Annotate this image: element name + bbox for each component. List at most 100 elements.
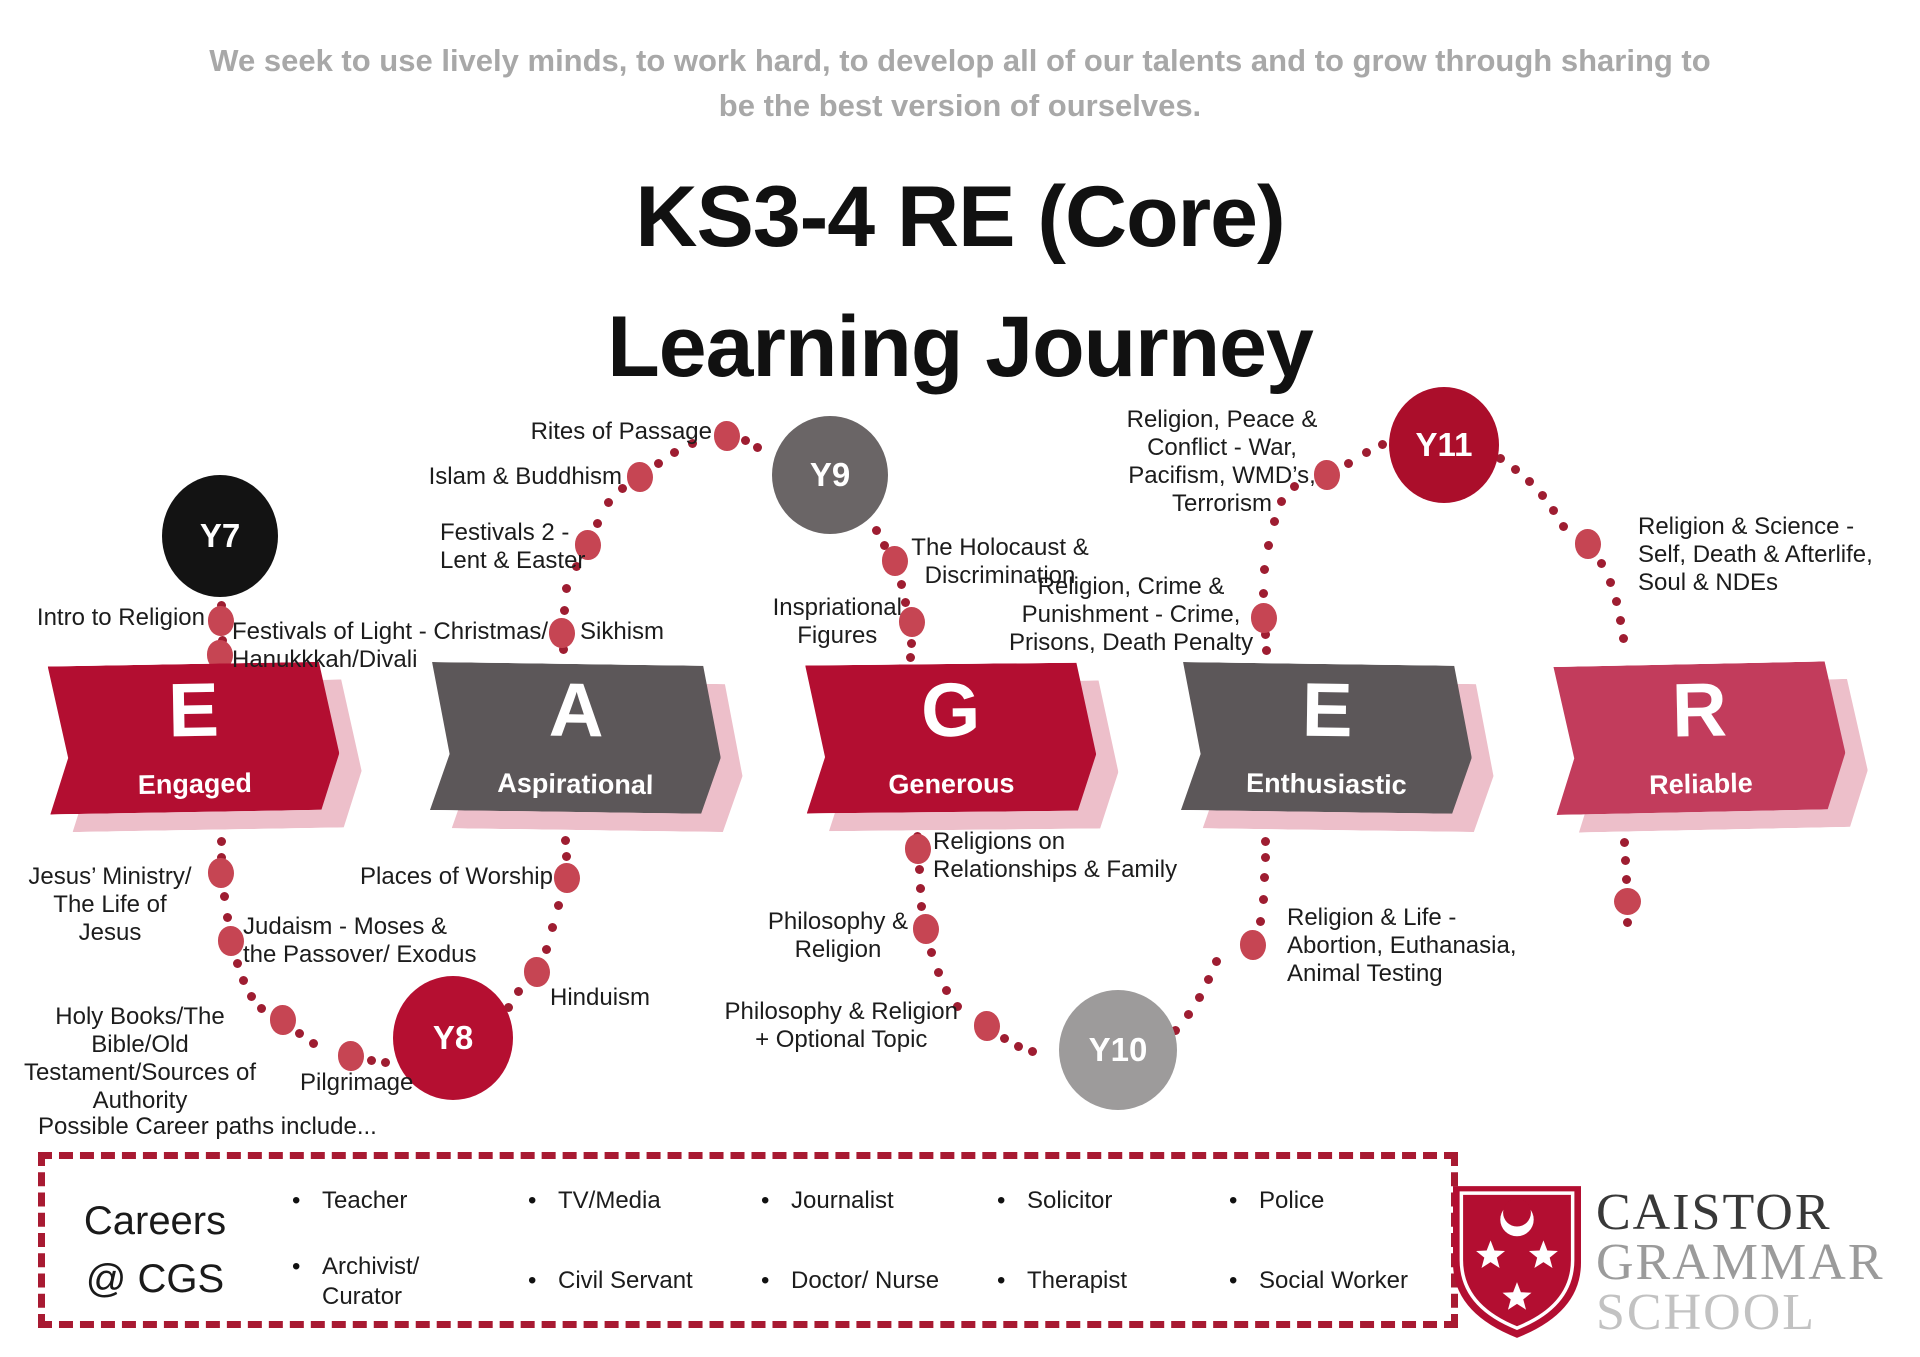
career-item: • Journalist <box>761 1186 894 1216</box>
path-dot <box>1558 521 1568 531</box>
path-dot <box>1027 1046 1037 1056</box>
bullet-icon: • <box>761 1187 770 1214</box>
bullet-icon: • <box>292 1253 301 1280</box>
path-dot <box>1377 439 1387 449</box>
topic-festivals-of-light: Festivals of Light - Christmas/ Hanukkka… <box>232 618 549 673</box>
path-dot <box>337 1041 364 1071</box>
path-dot <box>905 652 915 662</box>
banner-letter: G <box>920 667 981 754</box>
path-dot <box>941 985 951 995</box>
banner-engaged-ribbon: E Engaged <box>48 661 341 814</box>
school-name-line3: SCHOOL <box>1596 1284 1817 1341</box>
banner-enthusiastic: E Enthusiastic <box>1181 662 1473 814</box>
path-dot <box>561 851 571 861</box>
path-dot <box>1259 872 1269 882</box>
path-dot <box>216 600 226 610</box>
page-title-line2: Learning Journey <box>607 299 1314 395</box>
path-dot <box>294 1028 304 1038</box>
path-dot <box>571 561 581 571</box>
bullet-icon: • <box>761 1267 770 1294</box>
path-dot <box>914 864 924 874</box>
banner-word: Aspirational <box>497 767 654 801</box>
path-dot <box>626 462 653 492</box>
path-dot <box>1289 481 1299 491</box>
topic-crime-punishment: Religion, Crime & Punishment - Crime, Pr… <box>1008 573 1254 656</box>
careers-box <box>38 1152 1458 1328</box>
bullet-icon: • <box>292 1187 301 1214</box>
path-dot <box>523 957 550 987</box>
career-item: • Civil Servant <box>528 1266 693 1296</box>
topic-philosophy-religion: Philosophy & Religion <box>767 908 908 963</box>
career-label: Solicitor <box>1027 1187 1113 1214</box>
banner-reliable-ribbon: R Reliable <box>1553 661 1846 815</box>
path-dot <box>1260 629 1270 639</box>
path-dot <box>1343 458 1353 468</box>
path-dot <box>687 438 697 448</box>
career-item: • Solicitor <box>997 1186 1112 1216</box>
path-dot <box>256 1003 266 1013</box>
banner-engaged: E Engaged <box>48 661 341 814</box>
path-dot <box>898 607 925 637</box>
path-dot <box>904 834 931 864</box>
year-label: Y7 <box>199 517 241 554</box>
career-item: • Police <box>1229 1186 1324 1216</box>
path-dot <box>553 863 580 893</box>
career-item: • Archivist/ Curator <box>292 1252 419 1312</box>
path-dot <box>713 421 740 451</box>
career-label: Civil Servant <box>558 1267 693 1294</box>
path-dot <box>1239 930 1266 960</box>
path-dot <box>881 546 908 576</box>
path-dot <box>269 1005 296 1035</box>
path-dot <box>653 458 663 468</box>
careers-heading: Careers @ CGS <box>83 1199 227 1301</box>
career-label: Police <box>1259 1187 1325 1214</box>
bullet-icon: • <box>528 1187 537 1214</box>
path-dot <box>1618 633 1628 643</box>
path-dot <box>1548 505 1558 515</box>
career-item: • Teacher <box>292 1186 407 1216</box>
banner-enthusiastic-ribbon: E Enthusiastic <box>1181 662 1473 814</box>
path-dot <box>1596 558 1606 568</box>
path-dot <box>547 922 557 932</box>
topic-philosophy-optional: Philosophy & Religion + Optional Topic <box>724 998 958 1053</box>
path-dot <box>1313 460 1340 490</box>
bullet-icon: • <box>528 1267 537 1294</box>
year-label: Y8 <box>432 1019 474 1056</box>
year-label: Y11 <box>1415 426 1473 463</box>
topic-hinduism: Hinduism <box>550 984 651 1011</box>
banner-letter: E <box>1301 667 1354 754</box>
path-dot <box>1013 1041 1023 1051</box>
path-dot <box>1259 564 1269 574</box>
career-item: • Therapist <box>997 1266 1127 1296</box>
path-dot <box>219 891 229 901</box>
topic-festivals-2: Festivals 2 - Lent & Easter <box>440 519 586 574</box>
path-dot <box>1574 529 1601 559</box>
path-dot <box>246 991 256 1001</box>
path-dot <box>1203 974 1213 984</box>
path-dot <box>617 483 627 493</box>
path-dot <box>1622 917 1632 927</box>
path-dot <box>1495 453 1505 463</box>
path-dot <box>1619 837 1629 847</box>
path-dot <box>548 618 575 648</box>
path-dot <box>752 442 762 452</box>
year-circle-y9: Y9 <box>772 416 888 534</box>
path-dot <box>1276 496 1286 506</box>
path-dot <box>603 497 613 507</box>
careers-note: Possible Career paths include... <box>38 1113 377 1140</box>
topic-pilgrimage: Pilgrimage <box>300 1069 414 1096</box>
path-dot <box>740 435 750 445</box>
school-name: CAISTOR GRAMMAR SCHOOL <box>1596 1187 1885 1341</box>
path-dot <box>503 1002 513 1012</box>
career-label: Therapist <box>1027 1267 1128 1294</box>
path-dot <box>952 1001 962 1011</box>
path-dot <box>1258 588 1268 598</box>
banner-word: Generous <box>888 768 1015 800</box>
path-dot <box>380 1057 390 1067</box>
path-dot <box>216 852 226 862</box>
path-dot <box>1615 615 1625 625</box>
path-dot <box>222 912 232 922</box>
career-item: • Social Worker <box>1229 1266 1408 1296</box>
path-dot <box>592 518 602 528</box>
bullet-icon: • <box>997 1267 1006 1294</box>
